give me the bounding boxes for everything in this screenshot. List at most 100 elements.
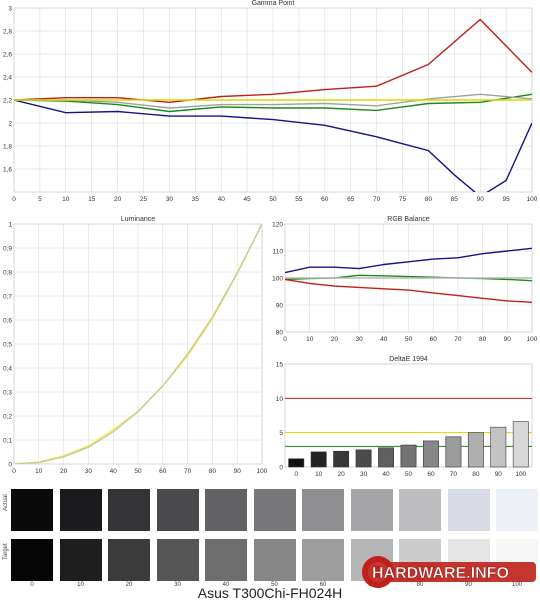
rgb_balance-y-tick-label: 80: [276, 330, 284, 337]
luminance-x-tick-label: 70: [184, 468, 192, 475]
swatch-tick-label: 10: [77, 582, 84, 588]
luminance-y-tick-label: 0,6: [3, 318, 12, 325]
actual-swatch-10: [59, 489, 102, 531]
deltae-bar-90: [490, 426, 507, 468]
hardware-info-watermark: HARDWARE.INFO: [358, 552, 536, 595]
target-swatch-10: [59, 539, 102, 581]
gamma-series-3-line: [14, 93, 532, 109]
rgb_balance-y-tick-label: 120: [272, 222, 283, 229]
target-swatch-40: [205, 539, 247, 581]
luminance-chart: [13, 223, 263, 465]
gamma-x-tick-label: 35: [192, 196, 200, 203]
gamma-y-tick-label: 2,2: [3, 98, 12, 105]
gamma-y-tick-label: 1,6: [3, 167, 12, 174]
deltae-y-tick-label: 15: [276, 362, 284, 369]
luminance-y-tick-label: 0,9: [3, 246, 12, 253]
rgb_balance-x-tick-label: 50: [405, 336, 413, 343]
luminance-x-tick-label: 0: [12, 468, 16, 475]
deltae-bar-20: [333, 450, 350, 468]
luminance-x-tick-label: 80: [209, 468, 217, 475]
gamma-x-tick-label: 10: [62, 196, 70, 203]
deltae-bar-70: [445, 436, 462, 468]
deltae-bar-40: [378, 447, 394, 468]
target-swatch-50: [253, 539, 296, 581]
target-swatch-20: [108, 539, 150, 581]
luminance-y-tick-label: 0,1: [3, 438, 12, 445]
gamma-x-tick-label: 90: [477, 196, 485, 203]
deltae-y-tick-label: 10: [276, 396, 284, 403]
actual-swatch-20: [108, 489, 150, 531]
deltae-chart: [284, 363, 533, 468]
deltae-bar-50: [400, 444, 417, 468]
deltae-x-tick-label: 60: [427, 471, 435, 478]
rgb_balance-series-0-line: [285, 247, 532, 274]
deltae-bar-10: [310, 451, 327, 468]
luminance-x-tick-label: 40: [110, 468, 118, 475]
actual-swatch-100: [496, 489, 538, 531]
rgb_balance-chart: [284, 223, 533, 333]
gamma-x-tick-label: 95: [502, 196, 510, 203]
gamma-x-tick-label: 0: [12, 196, 16, 203]
deltae-x-tick-label: 20: [338, 471, 346, 478]
gamma-x-tick-label: 75: [399, 196, 407, 203]
gamma-x-tick-label: 85: [451, 196, 459, 203]
rgb_balance-y-tick-label: 90: [276, 303, 284, 310]
gamma-series-2-line: [14, 99, 532, 192]
gamma-title: Gamma Point: [252, 0, 295, 7]
rgb_balance-series-2-line: [285, 278, 532, 303]
deltae-bar-0: [288, 458, 305, 468]
rgb_balance-title: RGB Balance: [387, 216, 430, 223]
actual-row-label: Actual: [3, 494, 9, 511]
deltae-bar-60: [423, 440, 439, 468]
gamma-x-tick-label: 70: [373, 196, 381, 203]
gamma-x-tick-label: 80: [425, 196, 433, 203]
luminance-series-1-line: [14, 224, 262, 464]
gamma-y-tick-label: 2: [8, 121, 12, 128]
gamma-x-tick-label: 20: [114, 196, 122, 203]
swatch-tick-label: 80: [416, 582, 424, 588]
gamma-chart: [13, 7, 533, 193]
luminance-y-tick-label: 0,4: [3, 366, 12, 373]
deltae-y-tick-label: 0: [279, 465, 283, 472]
deltae-bar-30: [355, 449, 372, 468]
luminance-y-tick-label: 0,8: [3, 270, 12, 277]
gamma-y-tick-label: 3: [8, 6, 12, 13]
rgb_balance-x-tick-label: 20: [331, 336, 339, 343]
deltae-x-tick-label: 90: [495, 471, 503, 478]
luminance-y-tick-label: 1: [8, 222, 12, 229]
luminance-x-tick-label: 100: [257, 468, 268, 475]
rgb_balance-y-tick-label: 100: [272, 276, 283, 283]
actual-swatch-0: [11, 489, 53, 531]
deltae-x-tick-label: 0: [294, 471, 298, 478]
swatch-tick-label: 100: [511, 582, 522, 588]
gamma-x-tick-label: 55: [295, 196, 303, 203]
hardware-info-logo: HARDWARE.INFO: [362, 556, 536, 588]
gamma-y-tick-label: 1,8: [3, 144, 12, 151]
deltae-x-tick-label: 100: [515, 471, 526, 478]
rgb_balance-y-tick-label: 110: [273, 249, 284, 256]
rgb_balance-x-tick-label: 70: [454, 336, 462, 343]
gamma-x-tick-label: 65: [347, 196, 355, 203]
gamma-y-tick-label: 2,6: [3, 52, 12, 59]
target-swatch-30: [156, 539, 199, 581]
actual-swatch-50: [253, 489, 296, 531]
device-caption: Asus T300Chi-FH024H: [197, 585, 343, 601]
target-swatch-0: [11, 539, 53, 581]
swatch-tick-label: 30: [174, 582, 181, 588]
rgb_balance-x-tick-label: 30: [355, 336, 363, 343]
deltae-x-tick-label: 10: [315, 471, 323, 478]
gamma-x-tick-label: 5: [38, 196, 42, 203]
deltae-x-tick-label: 70: [450, 471, 458, 478]
luminance-x-tick-label: 30: [85, 468, 93, 475]
gamma-x-tick-label: 100: [527, 196, 538, 203]
gamma-x-tick-label: 30: [166, 196, 174, 203]
swatch-tick-label: 50: [271, 582, 278, 588]
rgb_balance-x-tick-label: 90: [504, 336, 512, 343]
rgb_balance-x-tick-label: 10: [306, 336, 314, 343]
luminance-x-tick-label: 60: [159, 468, 167, 475]
deltae-x-tick-label: 50: [405, 471, 413, 478]
luminance-y-tick-label: 0: [8, 462, 12, 469]
swatch-tick-label: 60: [319, 582, 327, 588]
